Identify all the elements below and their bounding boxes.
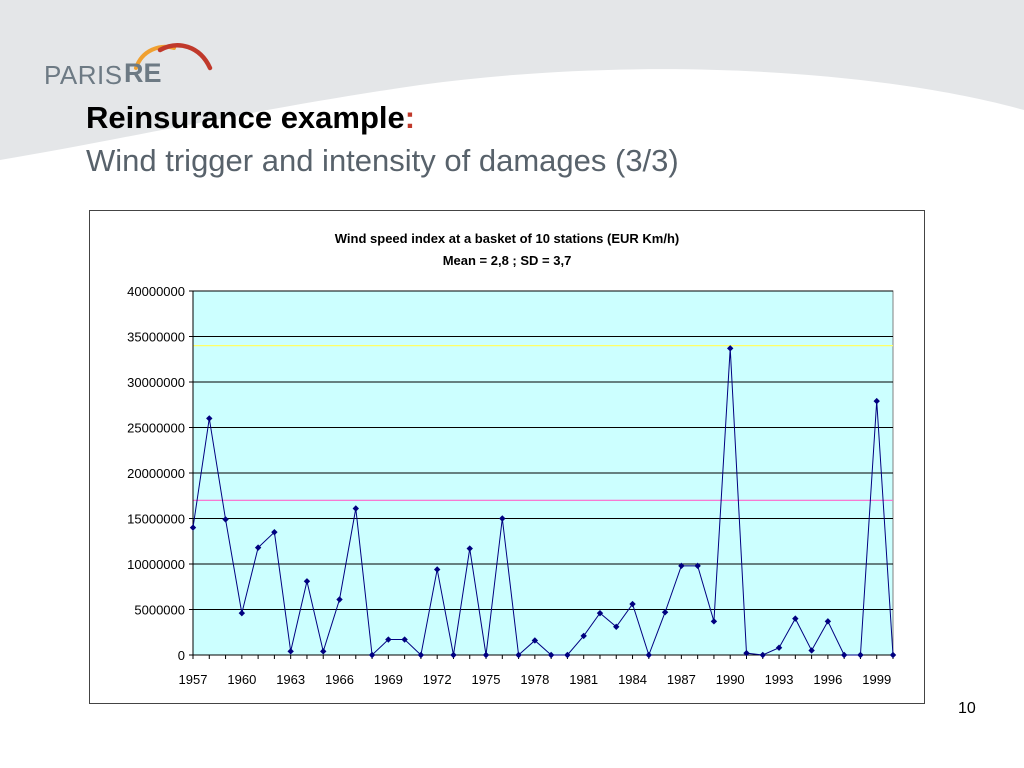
data-point [759, 651, 766, 659]
x-tick-label: 1966 [325, 672, 354, 687]
x-tick-label: 1993 [765, 672, 794, 687]
data-point [710, 618, 718, 625]
x-tick-label: 1957 [179, 672, 208, 687]
y-tick-label: 15000000 [127, 512, 185, 527]
page-number: 10 [958, 700, 976, 717]
x-tick-label: 1969 [374, 672, 403, 687]
y-tick-label: 35000000 [127, 330, 185, 345]
y-tick-label: 30000000 [127, 375, 185, 390]
data-point [727, 345, 734, 352]
chart-container: Wind speed index at a basket of 10 stati… [89, 210, 925, 704]
data-point [450, 651, 457, 659]
slide-title-text: Reinsurance example [86, 100, 405, 135]
data-point [368, 651, 376, 659]
x-tick-label: 1996 [813, 672, 842, 687]
data-point [661, 609, 669, 616]
data-point [336, 596, 343, 603]
chart-title: Wind speed index at a basket of 10 stati… [334, 231, 680, 246]
slide-title-colon: : [404, 100, 416, 135]
data-point [889, 651, 897, 659]
data-point [385, 636, 392, 643]
y-tick-label: 10000000 [127, 557, 185, 572]
data-point [401, 636, 408, 643]
data-point [580, 632, 587, 640]
line-chart: 0 5000000 10000000 15000000 20000000 25000000… [127, 284, 897, 687]
data-point [547, 651, 555, 659]
data-point [254, 544, 262, 551]
data-point [320, 648, 327, 655]
data-point [417, 651, 425, 659]
x-tick-label: 1984 [618, 672, 647, 687]
x-tick-label: 1990 [716, 672, 745, 687]
y-tick-label: 20000000 [127, 466, 185, 481]
x-tick-label: 1999 [862, 672, 891, 687]
data-point [792, 615, 799, 622]
x-tick-label: 1978 [520, 672, 549, 687]
logo-text-re: RE [124, 58, 162, 88]
x-tick-label: 1963 [276, 672, 305, 687]
y-tick-label: 5000000 [134, 603, 185, 618]
data-point [645, 651, 653, 659]
data-point [466, 545, 473, 552]
slide-subtitle: Wind trigger and intensity of damages (3… [86, 143, 679, 178]
data-point [824, 618, 832, 625]
data-point [206, 415, 213, 422]
data-point [238, 609, 246, 617]
x-tick-label: 1960 [227, 672, 256, 687]
x-tick-label: 1972 [423, 672, 452, 687]
logo-text-paris: PARIS [44, 60, 123, 90]
data-point [564, 651, 571, 659]
chart-subtitle: Mean = 2,8 ; SD = 3,7 [442, 253, 572, 268]
data-point [515, 651, 522, 659]
x-tick-label: 1987 [667, 672, 696, 687]
y-tick-label: 0 [178, 648, 185, 663]
data-point [857, 651, 864, 659]
data-point [873, 397, 880, 405]
data-point [352, 505, 359, 512]
paris-re-logo: PARIS RE [44, 42, 213, 92]
x-tick-label: 1975 [472, 672, 501, 687]
series-line [192, 348, 894, 657]
background-band [0, 0, 1024, 160]
slide-title: Reinsurance example: [86, 100, 415, 136]
y-tick-label: 40000000 [127, 284, 185, 299]
y-tick-label: 25000000 [127, 421, 185, 436]
data-point [840, 651, 848, 659]
data-point [499, 515, 506, 522]
data-point [482, 651, 490, 659]
logo-arc-icon [134, 43, 213, 71]
x-tick-label: 1981 [569, 672, 598, 687]
data-point [287, 648, 294, 655]
data-point [613, 623, 620, 630]
data-point [271, 528, 278, 536]
